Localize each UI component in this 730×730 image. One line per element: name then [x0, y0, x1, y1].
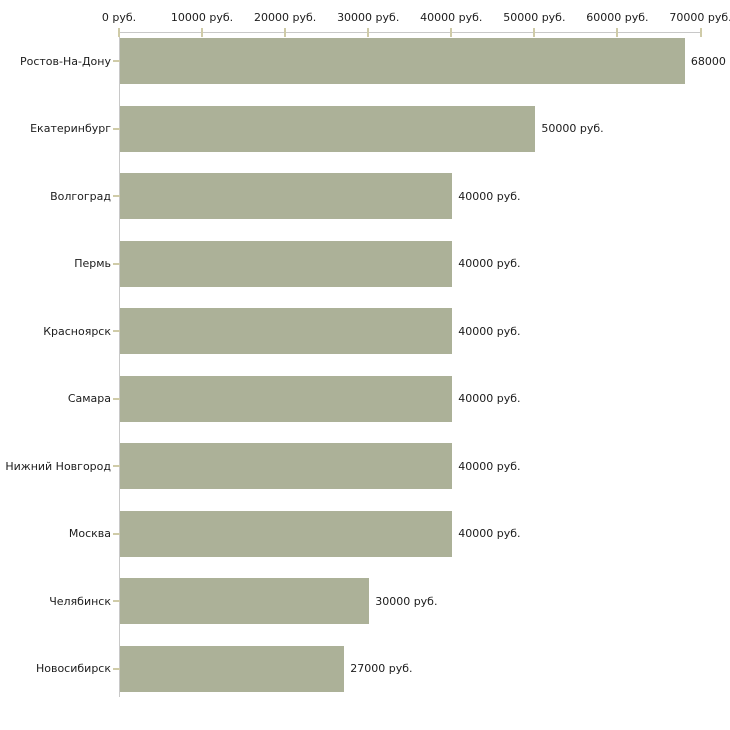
x-axis-tick-label: 0 руб.	[101, 11, 137, 24]
bar	[120, 38, 685, 84]
x-axis-tick	[118, 28, 120, 37]
y-axis-tick	[113, 532, 120, 535]
category-label: Новосибирск	[35, 662, 111, 675]
x-axis-tick	[201, 28, 204, 37]
bar-value-label: 40000 руб.	[458, 392, 521, 405]
category-label: Екатеринбург	[30, 122, 111, 135]
bar-value-label: 40000 руб.	[458, 257, 521, 270]
bar	[120, 645, 345, 692]
bar	[120, 510, 453, 557]
bar-value-label: 40000 руб.	[458, 324, 521, 338]
bar	[120, 240, 453, 287]
category-label: Челябинск	[49, 594, 111, 608]
x-axis-tick	[533, 28, 536, 37]
category-label: Ростов-На-Дону	[19, 54, 111, 68]
category-label: Москва	[68, 527, 111, 540]
bar	[120, 105, 536, 152]
category-label: Волгоград	[50, 189, 111, 203]
x-axis-tick-label: 20000 руб.	[254, 11, 317, 24]
bar	[120, 578, 370, 624]
x-axis-tick-label: 30000 руб.	[337, 11, 400, 24]
bar-value-label: 68000 руб.	[690, 54, 730, 68]
x-axis-line	[119, 32, 702, 33]
bar-value-label: 40000 руб.	[458, 459, 521, 473]
y-axis-tick	[113, 60, 120, 62]
x-axis-tick-label: 40000 руб.	[420, 11, 483, 24]
category-label: Нижний Новгород	[5, 459, 111, 473]
bar-value-label: 27000 руб.	[350, 662, 413, 675]
category-label: Пермь	[74, 257, 111, 270]
y-axis-line	[119, 32, 120, 697]
y-axis-tick	[113, 262, 120, 265]
bar	[120, 308, 453, 354]
x-axis-tick	[284, 28, 287, 37]
x-axis-tick-label: 60000 руб.	[586, 11, 649, 24]
bar	[120, 443, 453, 489]
y-axis-tick	[113, 330, 120, 332]
bar	[120, 173, 453, 219]
x-axis-tick	[367, 28, 370, 37]
category-label: Красноярск	[43, 324, 111, 338]
x-axis-tick	[450, 28, 453, 37]
bar-value-label: 30000 руб.	[375, 594, 438, 608]
y-axis-tick	[113, 600, 120, 602]
y-axis-tick	[113, 667, 120, 670]
x-axis-tick-label: 70000 руб.	[669, 11, 730, 24]
y-axis-tick	[113, 127, 120, 130]
bar-value-label: 50000 руб.	[541, 122, 604, 135]
bar-value-label: 40000 руб.	[458, 189, 521, 203]
y-axis-tick	[113, 397, 120, 400]
x-axis-tick	[699, 28, 702, 37]
bar-value-label: 40000 руб.	[458, 527, 521, 540]
x-axis-tick-label: 10000 руб.	[170, 11, 234, 24]
x-axis-tick-label: 50000 руб.	[503, 11, 566, 24]
y-axis-tick	[113, 465, 120, 467]
y-axis-tick	[113, 195, 120, 197]
bar	[120, 375, 453, 422]
x-axis-tick	[616, 28, 619, 37]
category-label: Самара	[67, 392, 111, 405]
